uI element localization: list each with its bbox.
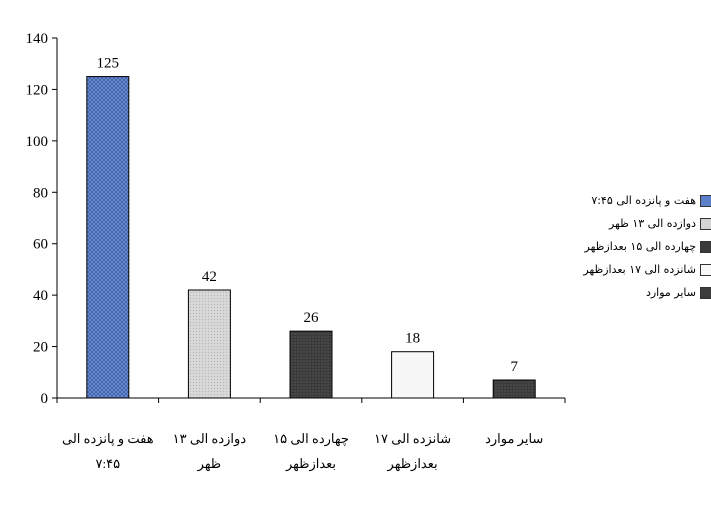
legend-item: هفت و پانزده الی ۷:۴۵: [566, 189, 711, 212]
legend-label: چهارده الی ۱۵ بعدازظهر: [584, 240, 697, 253]
legend-label: هفت و پانزده الی ۷:۴۵: [591, 194, 696, 207]
x-tick-label: بعدازظهر: [285, 456, 336, 472]
data-label: 125: [97, 56, 120, 72]
data-label: 18: [405, 331, 420, 347]
chart-legend: هفت و پانزده الی ۷:۴۵ دوازده الی ۱۳ ظهر چه…: [566, 185, 711, 308]
x-tick-label: ۷:۴۵: [96, 456, 121, 471]
x-tick-label: ظهر: [197, 456, 222, 472]
legend-swatch: [700, 194, 711, 207]
bar: [289, 330, 333, 399]
y-tick-label: 40: [33, 288, 48, 304]
legend-item: چهارده الی ۱۵ بعدازظهر: [566, 235, 711, 258]
y-tick-label: 20: [33, 340, 48, 356]
y-tick-label: 140: [26, 31, 49, 47]
data-label: 7: [510, 359, 518, 375]
y-tick-label: 120: [26, 82, 49, 98]
x-tick-label: دوازده الی ۱۳: [173, 431, 247, 447]
legend-label: سایر موارد: [645, 286, 696, 299]
data-label: 42: [202, 269, 217, 285]
bar: [86, 76, 130, 399]
y-tick-label: 60: [33, 237, 48, 253]
x-tick-label: سایر موارد: [485, 431, 543, 447]
bar: [391, 351, 435, 399]
legend-swatch: [700, 240, 711, 253]
legend-swatch: [700, 263, 711, 276]
x-tick-label: هفت و پانزده الی: [62, 431, 154, 447]
legend-item: شانزده الی ۱۷ بعدازظهر: [566, 258, 711, 281]
bar: [187, 289, 231, 399]
legend-swatch: [700, 286, 711, 299]
legend-item: دوازده الی ۱۳ ظهر: [566, 212, 711, 235]
legend-swatch: [700, 217, 711, 230]
y-tick-label: 80: [33, 185, 48, 201]
x-tick-label: شانزده الی ۱۷: [374, 431, 451, 447]
legend-label: شانزده الی ۱۷ بعدازظهر: [583, 263, 696, 276]
legend-item: سایر موارد: [566, 281, 711, 304]
x-tick-label: بعدازظهر: [387, 456, 438, 472]
legend-label: دوازده الی ۱۳ ظهر: [608, 217, 696, 230]
data-label: 26: [304, 310, 320, 326]
bar: [492, 379, 536, 399]
y-tick-label: 100: [26, 134, 49, 150]
y-tick-label: 0: [41, 391, 49, 407]
x-tick-label: چهارده الی ۱۵: [273, 431, 349, 447]
